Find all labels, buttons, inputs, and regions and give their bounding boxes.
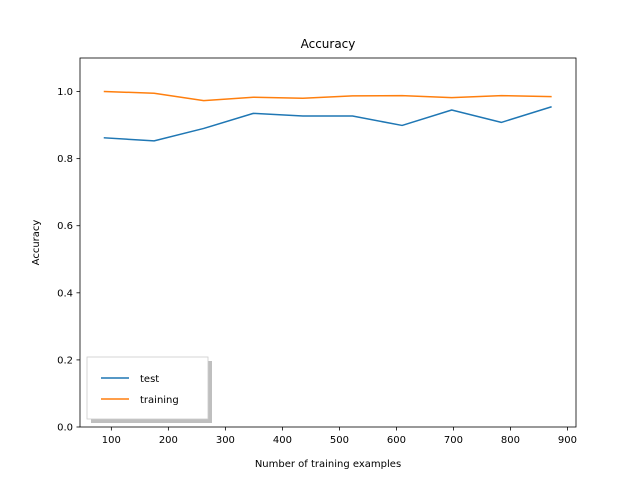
y-tick-label: 1.0	[57, 87, 73, 98]
y-tick-label: 0.2	[57, 355, 73, 366]
x-tick-label: 300	[216, 435, 235, 446]
x-tick-label: 200	[159, 435, 178, 446]
x-tick-label: 400	[273, 435, 292, 446]
y-axis-ticks: 0.0 0.2 0.4 0.6 0.8 1.0	[57, 87, 80, 434]
x-axis-label: Number of training examples	[255, 459, 401, 470]
y-tick-label: 0.0	[57, 423, 73, 434]
y-tick-label: 0.4	[57, 288, 73, 299]
y-axis-label: Accuracy	[31, 220, 42, 266]
y-tick-label: 0.6	[57, 221, 73, 232]
series-line-test	[103, 106, 552, 142]
x-tick-label: 600	[387, 435, 406, 446]
chart-title: Accuracy	[301, 37, 356, 51]
y-tick-label: 0.8	[57, 154, 73, 165]
legend-label-training: training	[140, 395, 179, 406]
legend: test training	[86, 356, 212, 423]
legend-box	[86, 356, 209, 420]
legend-label-test: test	[140, 374, 159, 385]
x-tick-label: 100	[102, 435, 121, 446]
series-line-training	[103, 90, 552, 102]
x-tick-label: 700	[444, 435, 463, 446]
x-tick-label: 800	[501, 435, 520, 446]
legend-items: test training	[101, 374, 179, 406]
plot-frame	[79, 57, 577, 428]
x-axis-ticks: 100 200 300 400 500 600 700 800 900	[102, 427, 577, 446]
series-layer	[103, 90, 552, 142]
x-tick-label: 500	[330, 435, 349, 446]
x-tick-label: 900	[558, 435, 577, 446]
